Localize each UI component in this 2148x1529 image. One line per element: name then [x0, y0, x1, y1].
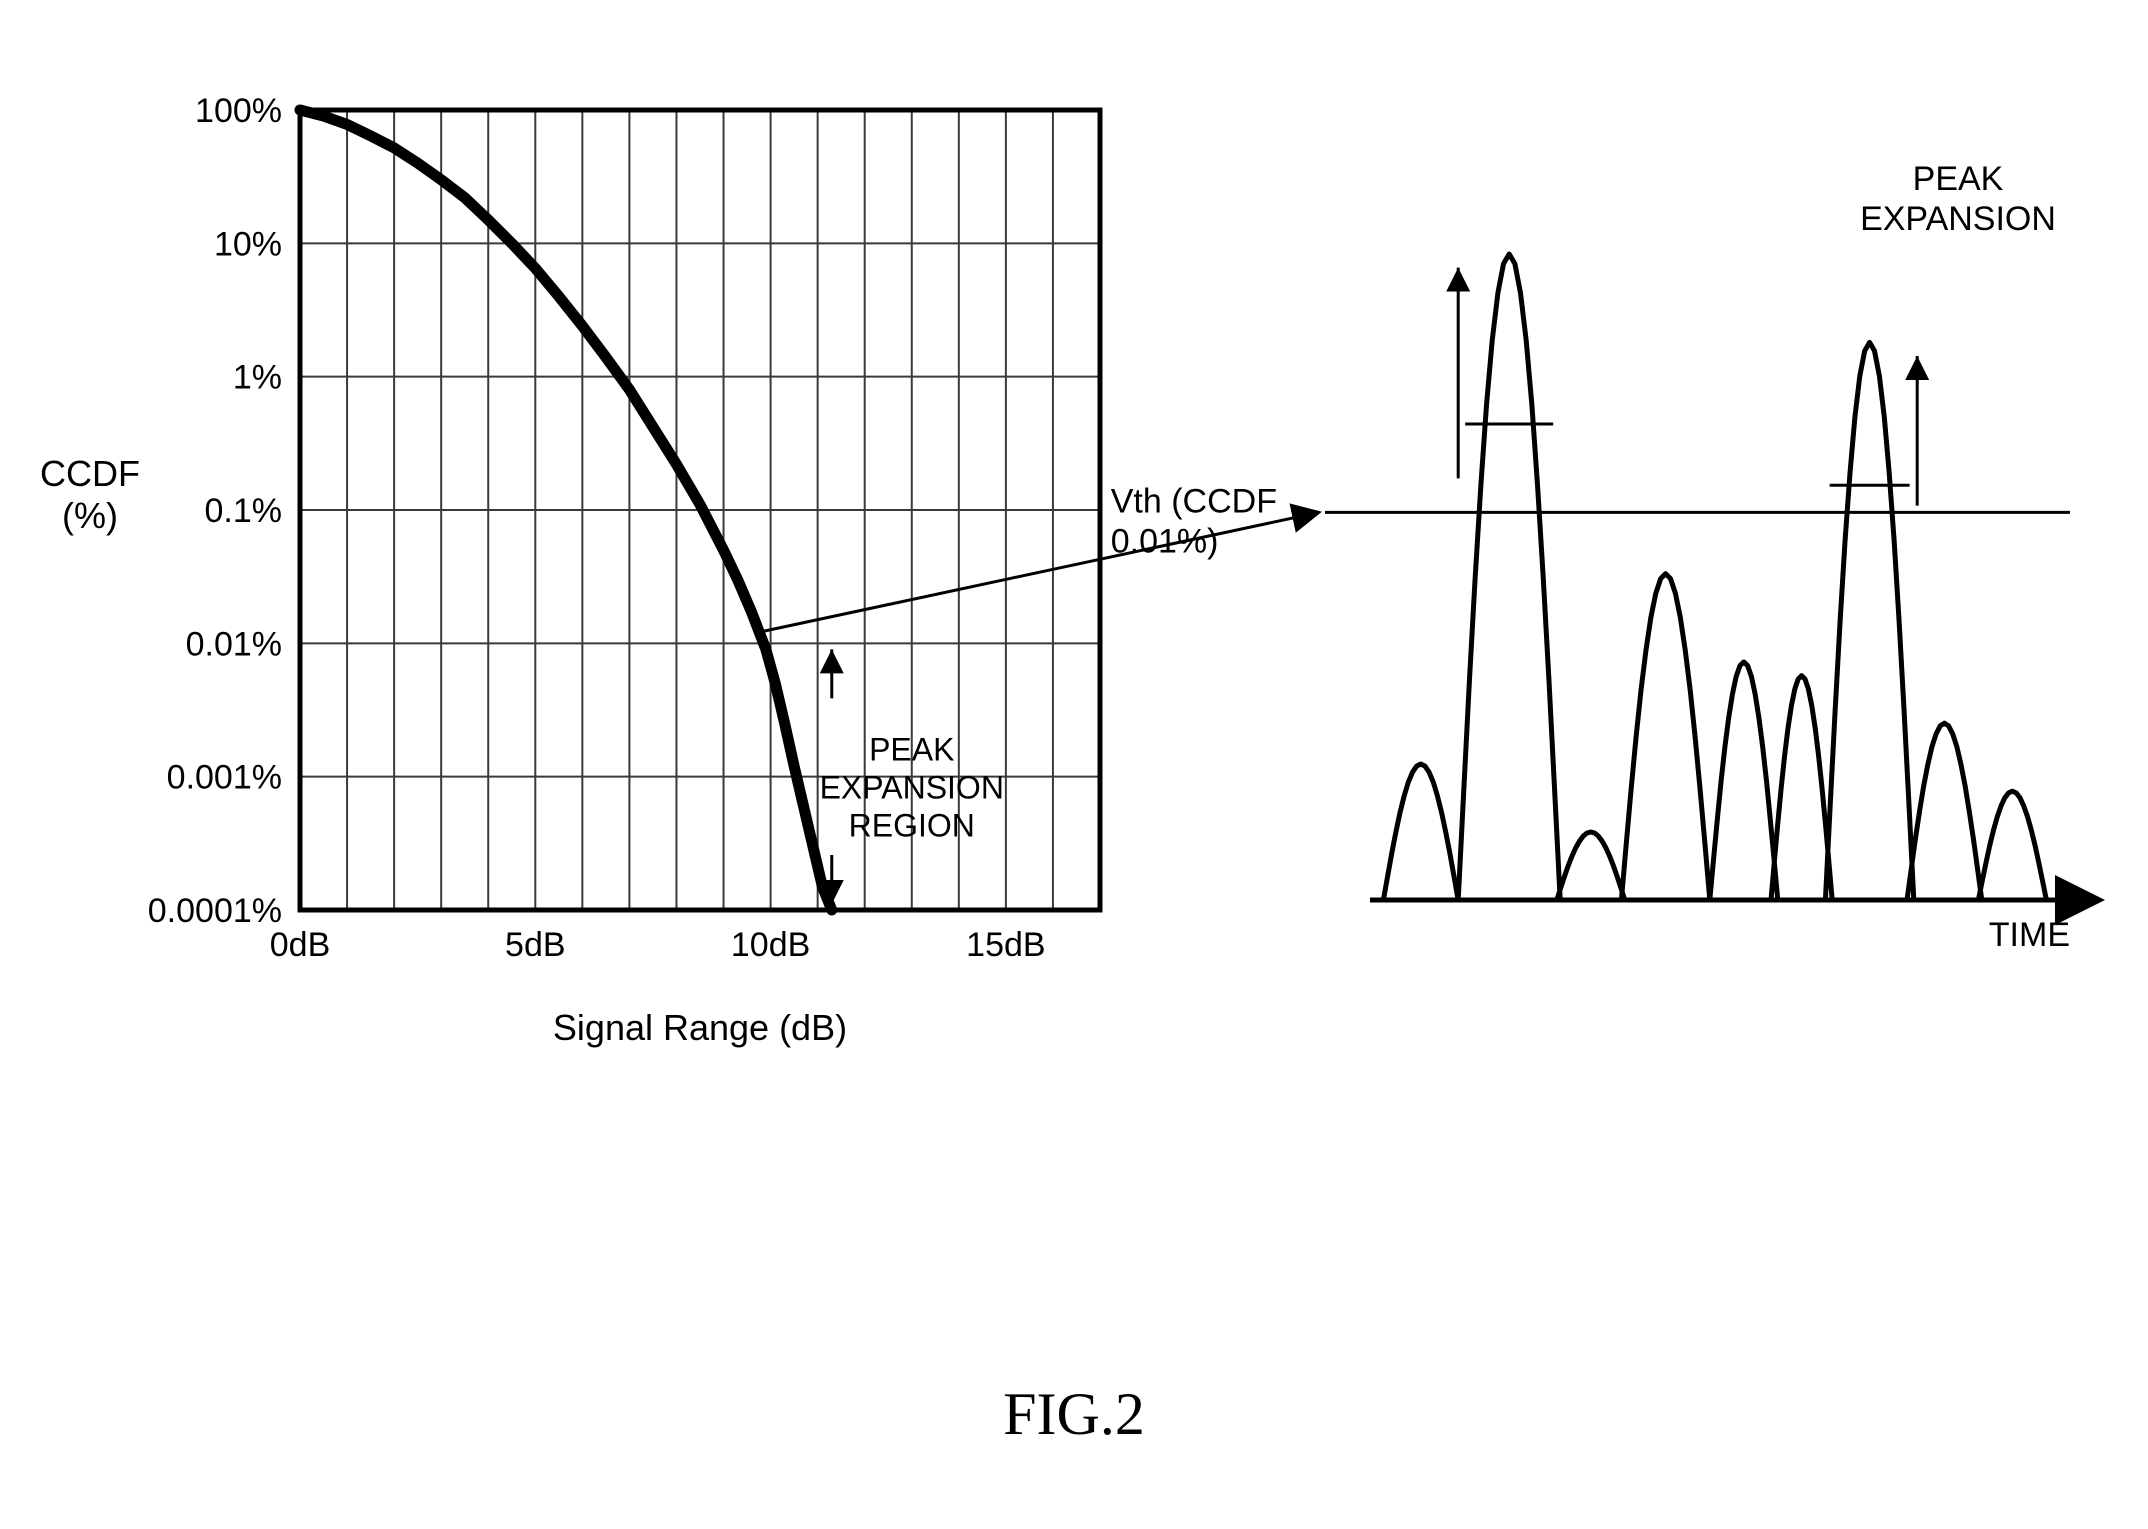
xtick-label: 10dB	[731, 926, 810, 964]
time-axis-label: TIME	[1989, 916, 2070, 954]
time-waveform-path	[1380, 254, 2060, 900]
ccdf-chart: 100% 10% 1% 0.1% 0.01% 0.001% 0.0001%0dB 5dB 10d…	[40, 92, 1100, 1048]
ytick-label: 1%	[233, 359, 282, 397]
xtick-label: 5dB	[505, 926, 566, 964]
ytick-label: 10%	[214, 225, 282, 263]
vth-callout: Vth (CCDF0.01%)	[756, 483, 1319, 633]
vth-label: 0.01%)	[1111, 523, 1219, 561]
y-axis-label: (%)	[62, 495, 118, 536]
xtick-label: 15dB	[966, 926, 1045, 964]
peak-expansion-label: PEAK	[1913, 160, 2004, 198]
figure-container: 100% 10% 1% 0.1% 0.01% 0.001% 0.0001%0dB 5dB 10d…	[0, 0, 2148, 1529]
ytick-label: 0.01%	[186, 625, 282, 663]
peak-expansion-label: EXPANSION	[1860, 200, 2056, 238]
ytick-label: 100%	[195, 92, 282, 130]
peak-region-label: REGION	[849, 808, 975, 844]
peak-region-label: PEAK	[869, 732, 954, 768]
figure-svg: 100% 10% 1% 0.1% 0.01% 0.001% 0.0001%0dB 5dB 10d…	[0, 0, 2148, 1300]
figure-caption: FIG.2	[0, 1380, 2148, 1449]
ytick-label: 0.0001%	[148, 892, 282, 930]
ytick-label: 0.1%	[205, 492, 283, 530]
x-axis-label: Signal Range (dB)	[553, 1007, 847, 1048]
xtick-label: 0dB	[270, 926, 331, 964]
vth-label: Vth (CCDF	[1111, 483, 1277, 521]
peak-region-label: EXPANSION	[820, 770, 1004, 806]
y-axis-label: CCDF	[40, 453, 140, 494]
ytick-label: 0.001%	[167, 759, 282, 797]
time-waveform: TIME PEAKEXPANSION	[1325, 160, 2100, 954]
vth-callout-arrow	[756, 512, 1319, 632]
